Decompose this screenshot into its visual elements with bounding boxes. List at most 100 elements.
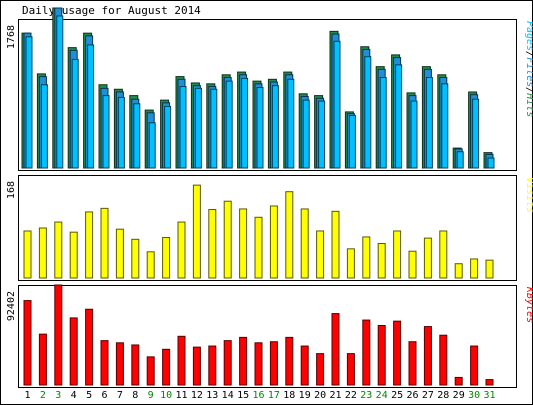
bar-visits-visits-11 — [177, 221, 186, 279]
bar-hits-pages-11 — [179, 86, 187, 169]
bar-visits-visits-13 — [208, 209, 217, 279]
x-tick-label-28: 28 — [437, 390, 449, 401]
x-tick-label-24: 24 — [376, 390, 388, 401]
bar-kbytes-kbytes-9 — [146, 356, 155, 386]
bar-kbytes-kbytes-14 — [223, 340, 232, 386]
bar-visits-visits-8 — [131, 238, 140, 279]
bar-kbytes-kbytes-25 — [393, 320, 402, 386]
bar-visits-visits-12 — [192, 184, 201, 279]
bar-hits-pages-28 — [441, 83, 449, 169]
bar-kbytes-kbytes-31 — [485, 379, 494, 386]
bar-visits-visits-10 — [162, 237, 171, 279]
bar-kbytes-kbytes-28 — [439, 334, 448, 386]
bar-hits-pages-20 — [318, 100, 326, 169]
x-tick-label-8: 8 — [132, 390, 138, 401]
bar-kbytes-kbytes-20 — [316, 353, 325, 386]
bar-visits-visits-3 — [54, 221, 63, 279]
bar-kbytes-kbytes-13 — [208, 345, 217, 386]
x-tick-label-22: 22 — [345, 390, 357, 401]
bar-kbytes-kbytes-17 — [269, 341, 278, 386]
bar-hits-pages-19 — [302, 99, 310, 169]
bar-hits-pages-18 — [287, 78, 295, 169]
bar-kbytes-kbytes-23 — [362, 319, 371, 386]
x-axis-labels: 1 2 3 4 5 6 7 8 9 10 11 12 13 14 15 16 17 18 19 20 21 22 23 24 2… — [24, 390, 495, 401]
x-tick-label-25: 25 — [391, 390, 403, 401]
x-tick-label-29: 29 — [453, 390, 465, 401]
bar-kbytes-kbytes-4 — [69, 317, 78, 386]
x-tick-label-26: 26 — [406, 390, 418, 401]
bar-visits-visits-25 — [393, 230, 402, 279]
bar-visits-visits-1 — [23, 230, 32, 279]
x-tick-label-5: 5 — [86, 390, 92, 401]
bar-hits-pages-31 — [487, 157, 495, 169]
bar-hits-pages-13 — [210, 88, 218, 169]
bar-kbytes-kbytes-16 — [254, 342, 263, 386]
bar-kbytes-kbytes-12 — [192, 346, 201, 386]
x-tick-label-19: 19 — [299, 390, 311, 401]
bar-visits-visits-18 — [285, 191, 294, 279]
x-tick-label-10: 10 — [160, 390, 172, 401]
x-tick-label-13: 13 — [206, 390, 218, 401]
x-tick-label-23: 23 — [360, 390, 372, 401]
x-tick-label-17: 17 — [268, 390, 280, 401]
legend-item-hits-0: Pages — [524, 21, 533, 51]
x-tick-label-9: 9 — [148, 390, 154, 401]
bar-kbytes-kbytes-6 — [100, 340, 109, 386]
bar-visits-visits-22 — [346, 248, 355, 279]
y-max-label-kbytes: 92402 — [6, 291, 17, 321]
legend-item-hits-4: Hits — [524, 92, 533, 117]
x-tick-label-14: 14 — [222, 390, 234, 401]
x-tick-label-15: 15 — [237, 390, 249, 401]
bar-hits-pages-24 — [379, 77, 387, 169]
bar-visits-visits-23 — [362, 236, 371, 279]
chart-title: Daily usage for August 2014 — [22, 4, 201, 17]
bar-hits-pages-12 — [194, 87, 202, 169]
bar-hits-pages-2 — [40, 84, 48, 169]
x-tick-label-30: 30 — [468, 390, 480, 401]
bar-hits-pages-30 — [472, 98, 480, 169]
bar-visits-visits-30 — [470, 258, 479, 279]
bar-kbytes-kbytes-5 — [85, 308, 94, 386]
bar-visits-visits-9 — [146, 251, 155, 279]
x-tick-label-7: 7 — [117, 390, 123, 401]
bar-kbytes-kbytes-2 — [38, 333, 47, 386]
bar-visits-visits-19 — [300, 208, 309, 279]
legend-item-hits-1: / — [524, 51, 533, 57]
bar-hits-pages-29 — [456, 151, 464, 169]
bar-hits-pages-17 — [271, 85, 279, 169]
bar-hits-pages-16 — [256, 86, 264, 169]
bar-kbytes-kbytes-10 — [162, 348, 171, 386]
x-tick-label-3: 3 — [55, 390, 61, 401]
bar-kbytes-kbytes-1 — [23, 300, 32, 386]
x-tick-label-18: 18 — [283, 390, 295, 401]
bar-kbytes-kbytes-3 — [54, 284, 63, 386]
bar-kbytes-kbytes-7 — [115, 342, 124, 386]
bar-visits-visits-31 — [485, 259, 494, 279]
x-tick-label-12: 12 — [191, 390, 203, 401]
bar-kbytes-kbytes-21 — [331, 313, 340, 386]
legend-item-kbytes-0: KBytes — [524, 286, 533, 323]
bar-visits-visits-6 — [100, 207, 109, 279]
bar-hits-pages-5 — [87, 44, 95, 169]
bar-kbytes-kbytes-11 — [177, 335, 186, 386]
x-tick-label-6: 6 — [101, 390, 107, 401]
bar-kbytes-kbytes-15 — [239, 336, 248, 386]
bar-kbytes-kbytes-30 — [470, 345, 479, 386]
bar-visits-visits-14 — [223, 200, 232, 279]
bar-hits-pages-1 — [25, 36, 33, 169]
bar-visits-visits-5 — [85, 211, 94, 279]
bar-kbytes-kbytes-27 — [423, 326, 432, 386]
bar-hits-pages-10 — [164, 105, 172, 169]
x-tick-label-11: 11 — [175, 390, 187, 401]
bar-hits-pages-4 — [71, 58, 79, 169]
bar-hits-pages-8 — [133, 103, 141, 169]
bar-visits-visits-29 — [454, 263, 463, 279]
x-tick-label-31: 31 — [483, 390, 495, 401]
x-tick-label-27: 27 — [422, 390, 434, 401]
bar-visits-visits-24 — [377, 242, 386, 279]
bar-hits-pages-26 — [410, 100, 418, 169]
